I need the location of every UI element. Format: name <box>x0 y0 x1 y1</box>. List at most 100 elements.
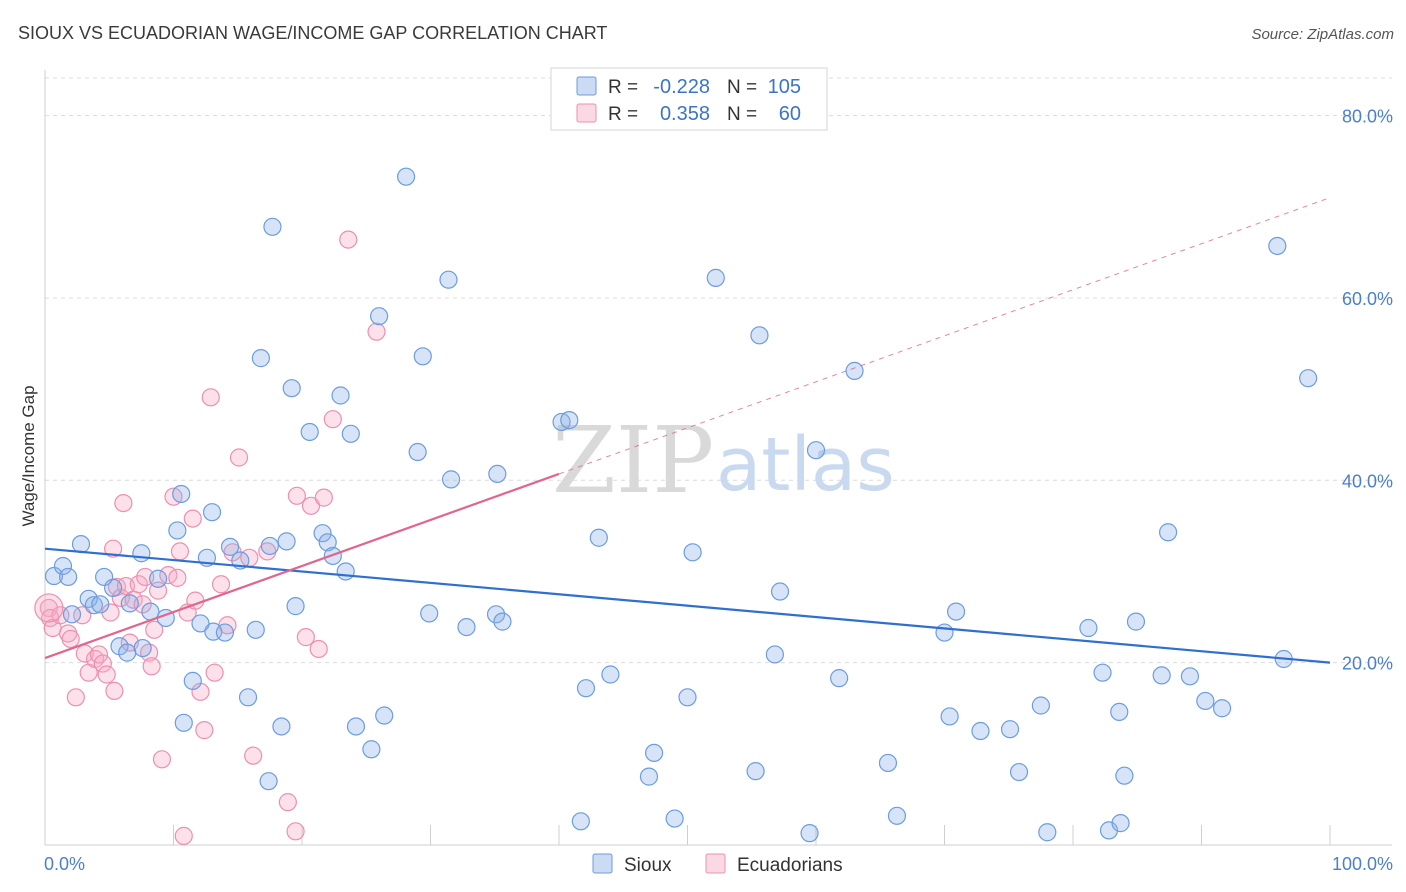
ecuadorian-point <box>93 654 112 673</box>
ecuadorian-point <box>229 448 249 467</box>
sioux-point <box>571 812 590 831</box>
sioux-point <box>601 665 620 684</box>
sioux-point <box>683 543 702 562</box>
sioux-point <box>277 532 296 551</box>
legend-label-sioux: Sioux <box>624 855 672 876</box>
sioux-point <box>940 707 959 726</box>
sioux-point <box>53 556 73 576</box>
sioux-point <box>260 536 279 556</box>
watermark-atlas: atlas <box>716 422 895 508</box>
sioux-point <box>272 717 291 736</box>
ecuadorian-point <box>301 496 321 515</box>
sioux-point <box>420 604 439 623</box>
sioux-point <box>486 605 506 624</box>
ecuadorian-point <box>211 575 231 594</box>
sioux-point <box>770 582 790 601</box>
stats-legend-r-value-sioux: -0.228 <box>653 76 710 98</box>
stats-legend-r-value-ecuadorian: 0.358 <box>660 103 710 125</box>
sioux-point <box>246 620 265 639</box>
y-axis-label: Wage/Income Gap <box>19 385 38 526</box>
stats-legend-n-value-sioux: 105 <box>768 76 801 98</box>
ecuadorian-point <box>152 750 172 769</box>
sioux-point <box>44 566 64 586</box>
stats-legend-n-label-sioux: N = <box>727 77 757 98</box>
ecuadorian-point <box>75 644 94 663</box>
sioux-point <box>120 594 139 613</box>
ecuadorian-points <box>34 230 386 845</box>
ecuadorian-point <box>174 826 193 845</box>
sioux-point <box>639 767 659 786</box>
sioux-point <box>1115 766 1134 785</box>
ecuadorian-point <box>97 665 116 684</box>
ecuadorian-point <box>367 322 386 341</box>
sioux-point <box>370 307 389 326</box>
sioux-point <box>665 809 684 828</box>
sioux-point <box>1000 720 1020 739</box>
sioux-point <box>300 422 319 442</box>
sioux-point <box>765 645 784 664</box>
ecuadorian-point <box>314 488 333 507</box>
sioux-point <box>488 464 507 484</box>
sioux-point <box>878 753 898 773</box>
sioux-point <box>168 521 187 540</box>
y-tick-label: 60.0% <box>1342 289 1393 309</box>
sioux-point <box>800 824 819 843</box>
chart-title: SIOUX VS ECUADORIAN WAGE/INCOME GAP CORR… <box>18 23 607 43</box>
sioux-point <box>971 721 990 741</box>
sioux-point <box>1031 696 1050 715</box>
sioux-points <box>44 167 1318 843</box>
sioux-point <box>1110 702 1129 721</box>
sioux-point <box>282 379 301 398</box>
ecuadorian-point <box>104 539 123 558</box>
ecuadorian-point <box>244 746 263 765</box>
ecuadorian-point <box>205 663 224 682</box>
ecuadorian-point <box>309 639 328 659</box>
sioux-point <box>845 361 864 380</box>
ecuadorian-trend-line <box>44 472 560 660</box>
sioux-point <box>935 623 954 642</box>
trend-lines <box>44 197 1331 664</box>
sioux-point <box>62 605 82 624</box>
stats-legend-swatch-ecuadorian <box>576 103 597 123</box>
series-legend: Sioux Ecuadorians <box>592 853 843 876</box>
sioux-point <box>887 806 907 825</box>
sioux-point <box>560 411 579 430</box>
sioux-point <box>493 612 512 631</box>
ecuadorian-point <box>201 388 220 407</box>
sioux-point <box>259 772 278 791</box>
sioux-point <box>202 503 222 522</box>
sioux-point <box>413 347 432 366</box>
sioux-point <box>251 349 270 368</box>
ecuadorian-point <box>89 645 109 664</box>
stats-legend-swatch-sioux <box>576 76 597 96</box>
sioux-point <box>174 713 193 732</box>
sioux-point <box>286 597 305 616</box>
ecuadorian-point <box>145 620 164 639</box>
stats-legend-n-label-ecuadorian: N = <box>727 104 757 125</box>
ecuadorian-point <box>129 575 148 594</box>
sioux-point <box>132 544 151 563</box>
y-tick-label: 80.0% <box>1342 107 1393 127</box>
x-tick-label-max: 100.0% <box>1332 854 1393 874</box>
sioux-point <box>396 167 416 186</box>
sioux-point <box>576 679 596 698</box>
sioux-point <box>946 602 966 621</box>
sioux-point <box>1009 762 1029 782</box>
sioux-point <box>263 217 282 236</box>
sioux-point <box>746 762 765 781</box>
ecuadorian-point <box>66 688 85 707</box>
sioux-point <box>1268 236 1287 256</box>
ecuadorian-point <box>170 542 190 561</box>
watermark-zip: ZIP <box>552 407 714 514</box>
stats-legend-n-value-ecuadorian: 60 <box>779 103 801 125</box>
stats-legend-box <box>550 67 828 131</box>
y-tick-label: 20.0% <box>1342 654 1393 674</box>
sioux-point <box>313 524 332 543</box>
sioux-point <box>375 706 394 725</box>
sioux-point <box>336 562 355 581</box>
ecuadorian-point <box>286 822 305 841</box>
y-tick-label: 40.0% <box>1342 471 1393 491</box>
ecuadorian-point-cluster <box>34 593 64 623</box>
sioux-point <box>331 386 350 405</box>
